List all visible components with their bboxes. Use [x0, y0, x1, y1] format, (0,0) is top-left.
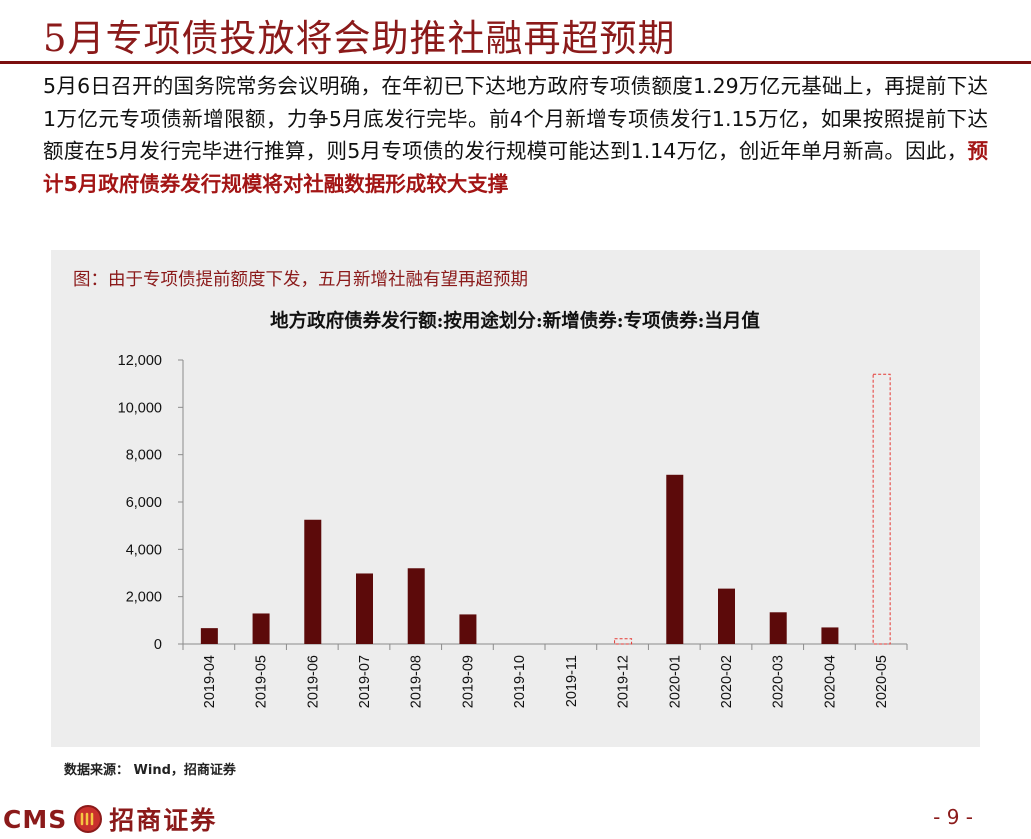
x-tick-label: 2020-03	[771, 655, 787, 708]
cms-badge-icon	[74, 805, 103, 833]
x-tick-label: 2019-11	[564, 655, 580, 707]
y-tick-label: 4,000	[126, 542, 162, 558]
data-source-note: 数据来源： Wind，招商证券	[64, 763, 236, 778]
bar	[407, 568, 425, 644]
slide-title: 5月专项债投放将会助推社融再超预期	[43, 17, 676, 60]
figure-caption: 图：由于专项债提前额度下发，五月新增社融有望再超预期	[73, 270, 528, 290]
y-tick-label: 2,000	[126, 590, 162, 606]
x-tick-label: 2019-10	[512, 655, 528, 708]
bar	[252, 613, 270, 644]
x-tick-label: 2019-09	[460, 655, 476, 708]
x-tick-label: 2020-05	[874, 655, 890, 708]
y-tick-label: 12,000	[118, 353, 162, 369]
y-tick-label: 8,000	[126, 448, 162, 464]
x-tick-label: 2019-04	[202, 655, 218, 708]
x-tick-label: 2020-01	[667, 655, 683, 708]
title-divider	[0, 61, 1031, 64]
body-text-highlight: 预计5月政府债券发行规模将对社融数据形成较大支撑	[43, 139, 988, 196]
x-axis: 2019-04 2019-05 2019-06 2019-07 2019-08 2019-…	[182, 643, 908, 708]
bar	[666, 474, 684, 644]
x-tick-label: 2019-12	[616, 655, 632, 708]
x-tick-label: 2019-07	[357, 655, 373, 708]
chart-title: 地方政府债券发行额:按用途划分:新增债券:专项债券:当月值	[270, 310, 760, 332]
bar	[200, 628, 218, 644]
bar	[769, 612, 787, 644]
brand-en: CMS	[3, 804, 68, 834]
bar	[459, 614, 477, 644]
brand-cn: 招商证券	[109, 806, 218, 835]
body-text-normal: 5月6日召开的国务院常务会议明确，在年初已下达地方政府专项债额度1.29万亿元基…	[43, 74, 988, 163]
body-paragraph: 5月6日召开的国务院常务会议明确，在年初已下达地方政府专项债额度1.29万亿元基…	[43, 70, 988, 200]
bar-series	[200, 373, 891, 645]
y-tick-label: 0	[154, 637, 162, 653]
bar	[718, 588, 735, 644]
y-tick-label: 6,000	[126, 495, 162, 511]
y-tick-label: 10,000	[118, 400, 162, 416]
page-number: - 9 -	[933, 805, 973, 829]
x-tick-label: 2019-06	[305, 655, 321, 708]
cms-logo: CMS 招商证券	[3, 799, 217, 839]
bar-estimated	[614, 638, 633, 645]
x-tick-label: 2019-08	[409, 655, 425, 708]
chart-panel	[51, 250, 980, 747]
x-tick-label: 2020-02	[719, 655, 735, 708]
y-axis: 0 2,000 4,000 6,000 8,000 10,000 12,000	[118, 353, 184, 653]
bar-estimated	[872, 373, 891, 645]
x-tick-label: 2019-05	[254, 655, 270, 708]
bar	[356, 573, 373, 644]
bar	[821, 627, 839, 644]
bar	[304, 519, 322, 644]
x-tick-label: 2020-04	[822, 655, 838, 708]
